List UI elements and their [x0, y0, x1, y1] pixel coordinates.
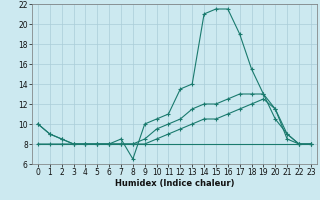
- X-axis label: Humidex (Indice chaleur): Humidex (Indice chaleur): [115, 179, 234, 188]
